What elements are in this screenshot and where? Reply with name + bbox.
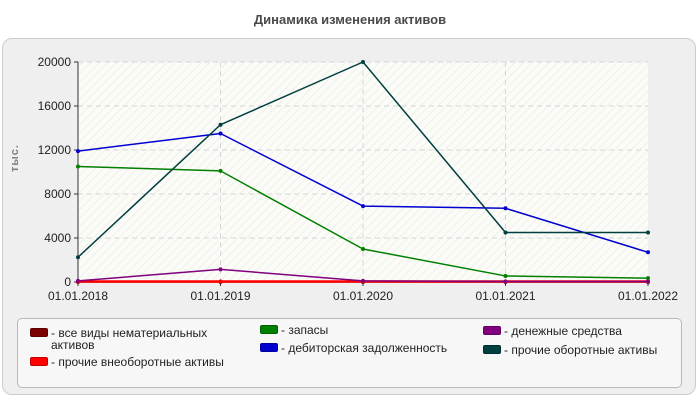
legend-swatch (260, 343, 278, 352)
legend-label: - запасы (281, 323, 329, 337)
y-tick-label: 12000 (38, 143, 72, 157)
legend-swatch (30, 357, 48, 366)
legend-label: - все виды нематериальных активов (51, 326, 208, 352)
data-point (218, 267, 223, 272)
legend-item-intangible: - все виды нематериальных активов (30, 327, 250, 351)
data-point (76, 164, 80, 169)
data-point (361, 247, 365, 251)
data-point (218, 279, 223, 284)
y-tick-label: 8000 (44, 187, 71, 201)
x-tick-label: 01.01.2019 (190, 289, 250, 303)
legend-item-inventory: - запасы (260, 324, 460, 336)
legend-item-receivables: - дебиторская задолженность (260, 342, 480, 354)
legend-item-other-current: - прочие оборотные активы (483, 344, 678, 356)
data-point (76, 255, 80, 260)
legend-item-other-noncurrent: - прочие внеоборотные активы (30, 356, 260, 368)
legend-item-cash: - денежные средства (483, 325, 678, 337)
legend-label: - дебиторская задолженность (281, 341, 448, 355)
legend-label: - прочие оборотные активы (504, 343, 658, 357)
data-point (646, 250, 650, 255)
x-tick-label: 01.01.2018 (48, 289, 108, 303)
data-point (503, 206, 508, 211)
x-tick-label: 01.01.2021 (475, 289, 535, 303)
data-point (646, 276, 650, 281)
legend-label: - прочие внеоборотные активы (51, 355, 224, 369)
legend-swatch (30, 328, 48, 337)
data-point (76, 278, 80, 283)
y-tick-label: 20000 (38, 55, 72, 69)
data-point (361, 60, 365, 64)
y-axis-label: тыс. (9, 144, 21, 172)
data-point (646, 279, 650, 284)
x-tick-label: 01.01.2020 (333, 289, 393, 303)
data-point (76, 149, 80, 154)
y-tick-label: 0 (64, 275, 71, 289)
data-point (503, 279, 508, 284)
legend-label: - денежные средства (504, 324, 622, 338)
chart-title: Динамика изменения активов (253, 12, 447, 27)
data-point (503, 230, 508, 235)
data-point (361, 278, 365, 283)
x-tick-label: 01.01.2022 (618, 289, 678, 303)
data-point (361, 204, 365, 209)
legend-swatch (260, 325, 278, 334)
y-tick-label: 4000 (44, 231, 71, 245)
data-point (503, 273, 508, 278)
data-point (218, 122, 223, 127)
legend-swatch (483, 326, 501, 335)
legend-swatch (483, 345, 501, 354)
data-point (218, 131, 223, 136)
legend: - все виды нематериальных активов - проч… (17, 318, 682, 388)
data-point (646, 230, 650, 235)
y-tick-label: 16000 (38, 99, 72, 113)
data-point (218, 168, 223, 173)
